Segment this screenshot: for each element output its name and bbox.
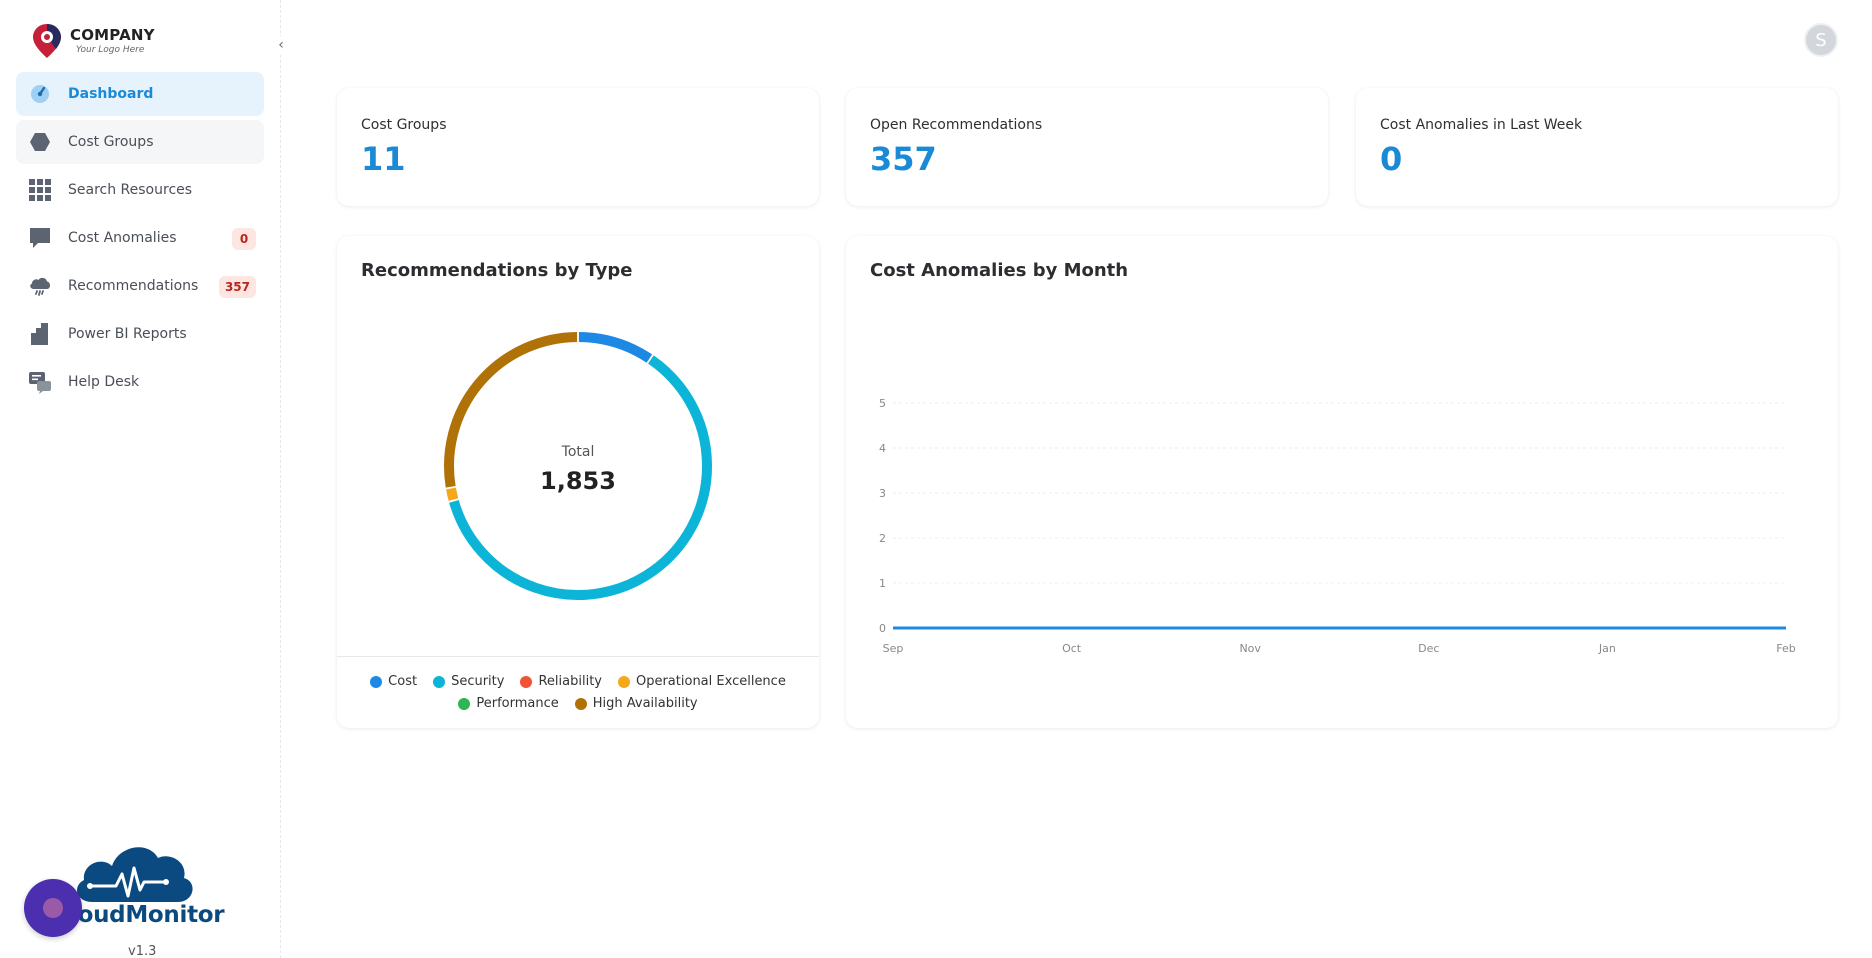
legend-label: Cost	[388, 674, 418, 689]
legend-item-performance[interactable]: Performance	[458, 693, 559, 715]
cost-anomalies-by-month-panel: Cost Anomalies by Month 0 1 2 3 4 5 Sep Oct Nov…	[846, 236, 1838, 728]
brand-name: loudMonitor	[70, 902, 225, 928]
sidebar-item-label: Cost Anomalies	[68, 230, 177, 246]
chat-icon	[43, 898, 63, 918]
brand-logo: loudMonitor	[70, 836, 230, 946]
x-tick-label: Nov	[1239, 642, 1261, 655]
legend-label: Operational Excellence	[635, 674, 786, 689]
x-tick-label: Sep	[883, 642, 904, 655]
legend-dot	[458, 698, 471, 710]
legend-dot	[574, 698, 587, 710]
cloud-icon	[28, 274, 52, 298]
sidebar-item-label: Power BI Reports	[68, 326, 187, 342]
donut-center-value: 1,853	[540, 467, 616, 495]
sidebar: COMPANY Your Logo Here ‹ Dashboard Cost …	[0, 0, 290, 958]
legend-dot	[617, 676, 630, 688]
count-badge: 0	[232, 228, 256, 250]
legend-item-operational-excellence[interactable]: Operational Excellence	[617, 671, 786, 693]
panel-title: Recommendations by Type	[361, 260, 633, 281]
y-tick-label: 3	[879, 487, 886, 500]
sidebar-item-label: Recommendations	[68, 278, 199, 294]
legend-label: Performance	[476, 696, 559, 711]
legend-dot	[433, 676, 446, 688]
collapse-sidebar-button[interactable]: ‹	[272, 36, 290, 54]
legend-item-high-availability[interactable]: High Availability	[574, 693, 698, 715]
legend-label: Security	[451, 674, 505, 689]
donut-legend: Cost Security Reliability Operational Ex…	[337, 656, 819, 715]
legend-item-cost[interactable]: Cost	[370, 671, 417, 693]
y-tick-label: 2	[879, 532, 886, 545]
company-logo[interactable]: COMPANY Your Logo Here	[30, 22, 155, 60]
line-chart: 0 1 2 3 4 5 Sep Oct Nov Dec Jan Feb	[879, 397, 1796, 655]
donut-center-label: Total	[561, 444, 595, 460]
sidebar-item-dashboard[interactable]: Dashboard	[16, 72, 264, 116]
hexagon-icon	[28, 130, 52, 154]
donut-chart-area: Total 1,853	[337, 236, 819, 646]
help-chat-icon	[28, 370, 52, 394]
sidebar-nav: Dashboard Cost Groups Search Resources C…	[16, 72, 264, 408]
x-tick-label: Dec	[1418, 642, 1439, 655]
donut-slice-high-availability[interactable]	[444, 332, 578, 488]
stat-card-open-recommendations: Open Recommendations 357	[846, 88, 1328, 206]
stat-title: Cost Groups	[361, 117, 447, 133]
stat-title: Open Recommendations	[870, 117, 1043, 133]
count-badge: 357	[218, 276, 256, 298]
sidebar-item-cost-groups[interactable]: Cost Groups	[16, 120, 264, 164]
donut-slice-security[interactable]	[449, 355, 712, 600]
donut-slice-cost[interactable]	[578, 332, 653, 363]
legend-label: Reliability	[538, 674, 602, 689]
logo-pin-icon	[30, 22, 64, 60]
sidebar-item-search-resources[interactable]: Search Resources	[16, 168, 264, 212]
chevron-left-icon: ‹	[278, 37, 284, 53]
logo-tagline: Your Logo Here	[76, 45, 145, 55]
donut-slice-operational-excellence[interactable]	[446, 487, 459, 501]
legend-item-security[interactable]: Security	[433, 671, 504, 693]
sidebar-item-power-bi-reports[interactable]: Power BI Reports	[16, 312, 264, 356]
y-tick-label: 0	[879, 622, 886, 635]
x-tick-label: Oct	[1062, 642, 1082, 655]
panel-title: Cost Anomalies by Month	[870, 260, 1129, 281]
y-tick-label: 4	[879, 442, 886, 455]
legend-dot	[520, 676, 533, 688]
grid-icon	[28, 178, 52, 202]
sidebar-item-recommendations[interactable]: Recommendations 357	[16, 264, 264, 308]
gauge-icon	[28, 82, 52, 106]
x-tick-label: Feb	[1776, 642, 1795, 655]
recommendations-by-type-panel: Recommendations by Type Total 1,853 Cost…	[337, 236, 819, 728]
stat-value: 11	[361, 140, 406, 178]
app-version: v1.3	[128, 944, 157, 958]
sidebar-item-label: Help Desk	[68, 374, 140, 390]
message-icon	[28, 226, 52, 250]
sidebar-item-cost-anomalies[interactable]: Cost Anomalies 0	[16, 216, 264, 260]
donut-chart: Total 1,853	[444, 332, 712, 600]
legend-item-reliability[interactable]: Reliability	[520, 671, 602, 693]
stat-title: Cost Anomalies in Last Week	[1380, 117, 1583, 133]
sidebar-item-label: Cost Groups	[68, 134, 154, 150]
stat-card-cost-anomalies: Cost Anomalies in Last Week 0	[1356, 88, 1838, 206]
chat-launcher-button[interactable]	[24, 879, 82, 937]
y-tick-label: 5	[879, 397, 886, 410]
y-tick-label: 1	[879, 577, 886, 590]
x-tick-label: Jan	[1598, 642, 1616, 655]
sidebar-item-label: Dashboard	[68, 86, 154, 102]
stat-value: 0	[1380, 140, 1403, 178]
legend-dot	[370, 676, 383, 688]
stat-card-cost-groups: Cost Groups 11	[337, 88, 819, 206]
user-avatar[interactable]: S	[1804, 23, 1838, 57]
bar-chart-icon	[28, 322, 52, 346]
cloud-pulse-icon	[77, 847, 193, 902]
sidebar-item-label: Search Resources	[68, 182, 193, 198]
sidebar-item-help-desk[interactable]: Help Desk	[16, 360, 264, 404]
logo-name: COMPANY	[70, 26, 155, 44]
stat-value: 357	[870, 140, 937, 178]
legend-label: High Availability	[592, 696, 698, 711]
